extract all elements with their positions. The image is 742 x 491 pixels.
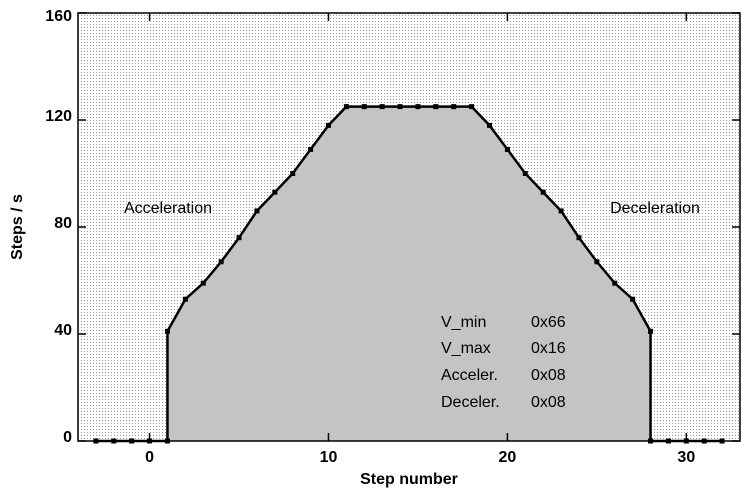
setting-name: Deceler.: [441, 394, 500, 411]
annotation: Acceleration: [124, 200, 212, 217]
x-axis-label: Step number: [360, 471, 458, 488]
setting-name: V_max: [441, 340, 491, 357]
setting-value: 0x16: [531, 340, 566, 357]
point: [558, 208, 564, 214]
point: [469, 104, 475, 110]
point: [397, 104, 403, 110]
point: [182, 296, 188, 302]
setting-value: 0x08: [531, 394, 566, 411]
y-tick-label: 0: [63, 429, 72, 446]
point: [612, 280, 618, 286]
area: [95, 106, 723, 441]
point: [415, 104, 421, 110]
point: [594, 259, 600, 265]
y-tick-label: 40: [54, 322, 72, 339]
setting-name: V_min: [441, 314, 486, 331]
point: [325, 122, 331, 128]
x-tick-label: 10: [320, 449, 338, 466]
point: [272, 189, 278, 195]
point: [576, 235, 582, 241]
annotation: Deceleration: [610, 200, 700, 217]
y-tick-label: 120: [45, 108, 72, 125]
y-tick-label: 160: [45, 8, 72, 25]
setting-name: Acceler.: [441, 367, 498, 384]
point: [522, 171, 528, 176]
point: [308, 146, 314, 152]
y-axis-label: Steps / s: [9, 194, 26, 260]
point: [200, 280, 206, 286]
point: [164, 328, 170, 334]
x-tick-label: 20: [499, 449, 517, 466]
setting-value: 0x08: [531, 367, 566, 384]
point: [540, 189, 546, 195]
point: [290, 171, 296, 176]
point: [379, 104, 385, 110]
point: [361, 104, 367, 110]
point: [504, 146, 510, 152]
point: [451, 104, 457, 110]
y-tick-label: 80: [54, 215, 72, 232]
setting-value: 0x66: [531, 314, 566, 331]
point: [630, 296, 636, 302]
point: [236, 235, 242, 241]
point: [343, 104, 349, 110]
point: [487, 122, 493, 128]
line: [95, 105, 723, 443]
point: [254, 208, 260, 214]
x-tick-label: 0: [145, 449, 154, 466]
point: [433, 104, 439, 110]
x-tick-label: 30: [677, 449, 695, 466]
point: [648, 328, 654, 334]
point: [218, 259, 224, 265]
